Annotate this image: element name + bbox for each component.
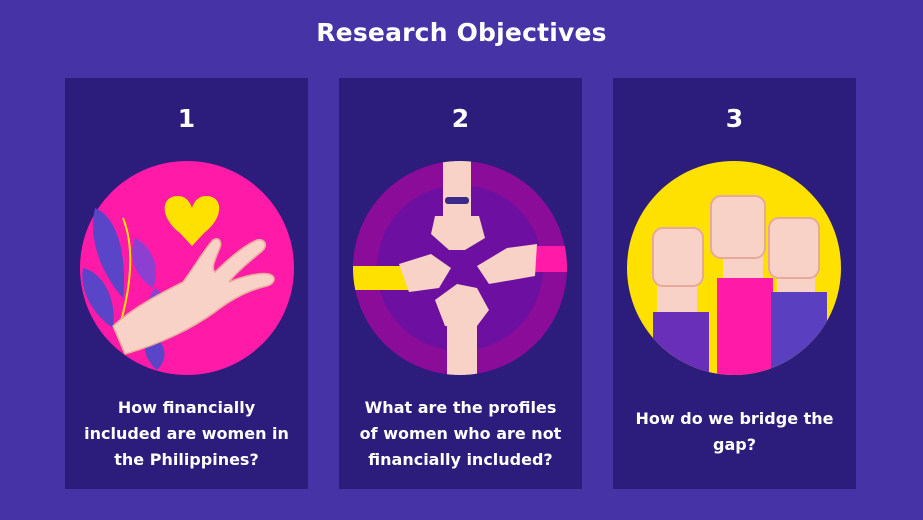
objective-card-1: 1 How financially included are women in … [65,78,308,489]
objective-card-2: 2 What are the profiles of women who are… [339,78,582,489]
page-title: Research Objectives [316,18,607,47]
objective-number: 3 [725,104,744,133]
objective-question: What are the profiles of women who are n… [359,398,562,469]
objective-question: How financially included are women in th… [84,398,289,469]
raised-fists-icon [627,161,841,375]
objective-card-3: 3 How do we bridge the gap? [613,78,856,489]
objective-number: 2 [451,104,470,133]
objective-question: How do we bridge the gap? [635,409,834,454]
objective-number: 1 [177,104,196,133]
hand-holding-heart-icon [80,161,294,375]
joined-hands-icon [353,161,567,375]
